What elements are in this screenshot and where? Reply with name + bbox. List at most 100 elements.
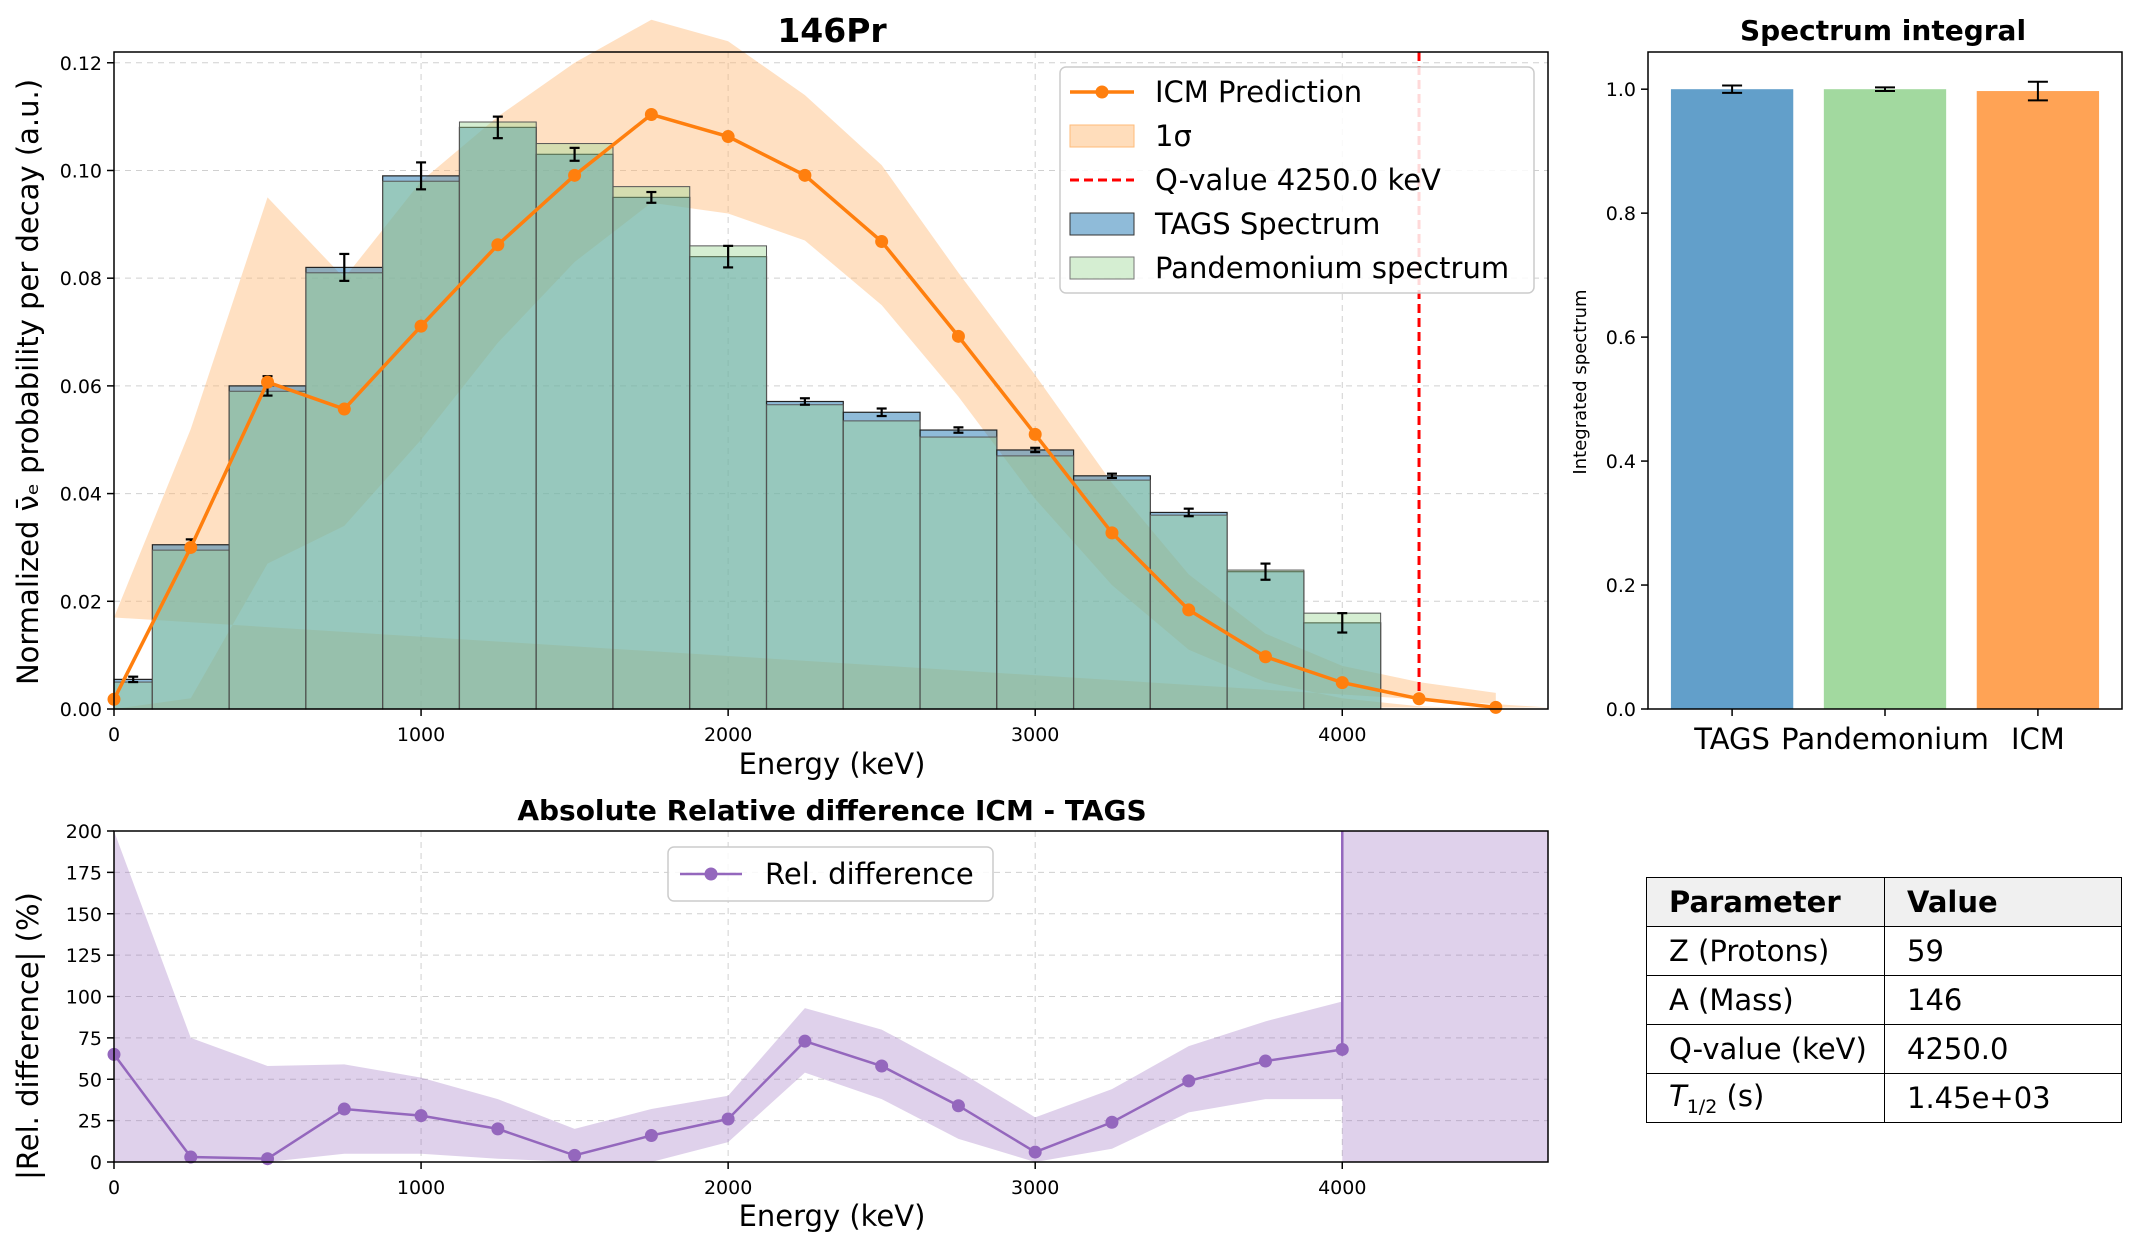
legend-sigma-swatch	[1069, 124, 1135, 148]
diff-legend: Rel. difference	[667, 846, 994, 902]
tags-bar	[842, 411, 921, 710]
legend-icm-marker	[1095, 85, 1109, 99]
tags-bar	[382, 175, 461, 710]
integral-bars	[1670, 89, 2100, 710]
pandemonium-bar	[842, 420, 921, 710]
tags-bar	[535, 153, 614, 710]
diff-point	[798, 1034, 812, 1048]
legend-sigma-label: 1σ	[1155, 119, 1192, 153]
main-axes-frame	[113, 51, 1549, 710]
diff-xlabel: Energy (keV)	[739, 1199, 926, 1233]
integral-bar	[1670, 89, 1794, 710]
diff-point	[875, 1059, 889, 1073]
icm-point	[1028, 427, 1042, 441]
diff-point	[1182, 1074, 1196, 1088]
y-tick-label: 0.08	[60, 268, 102, 290]
y-tick-label: 0.10	[60, 160, 102, 182]
y-tick-label: 25	[78, 1111, 102, 1133]
y-tick-label: 0.4	[1606, 451, 1636, 473]
icm-point	[721, 130, 735, 144]
main-legend: ICM Prediction 1σ Q-value 4250.0 keV TAG…	[1059, 66, 1535, 294]
y-tick-label: 50	[78, 1069, 102, 1091]
x-tick-label: 0	[108, 724, 120, 746]
y-tick-label: 100	[66, 987, 102, 1009]
icm-point	[184, 540, 198, 554]
y-tick-label: 0.6	[1606, 327, 1636, 349]
icm-point	[337, 402, 351, 416]
pandemonium-bar	[382, 180, 460, 710]
icm-point	[1412, 692, 1426, 706]
diff-legend-box	[667, 846, 994, 902]
diff-point	[261, 1152, 275, 1166]
category-label: TAGS	[1693, 722, 1770, 756]
diff-legend-marker	[704, 867, 718, 881]
param-name: Z (Protons)	[1646, 926, 1885, 976]
integral-error-bars	[1722, 80, 2048, 102]
tags-bar	[689, 256, 768, 710]
diff-ylabel: |Rel. difference| (%)	[11, 892, 45, 1180]
legend-pandemonium-swatch	[1069, 256, 1135, 280]
main-ticks: 0 1000 2000 3000 4000 0.00 0.02 0.04 0.06 0.08 0.1…	[60, 53, 1367, 746]
icm-point	[1182, 603, 1196, 617]
diff-ticks: 0 1000 2000 3000 4000 0 25 50 75 100 125 150 175 200	[66, 821, 1367, 1199]
main-title: 146Pr	[777, 11, 887, 50]
x-tick-label: 2000	[704, 1177, 752, 1199]
diff-point	[491, 1122, 505, 1136]
param-name: T1/2 (s)	[1646, 1073, 1885, 1123]
pandemonium-bar	[612, 186, 691, 710]
diff-point	[1335, 1042, 1349, 1056]
legend-pandemonium-label: Pandemonium spectrum	[1155, 251, 1509, 285]
y-tick-label: 0.8	[1606, 203, 1636, 225]
diff-point	[951, 1099, 965, 1113]
diff-point	[1028, 1145, 1042, 1159]
tags-error-bars	[128, 115, 1348, 684]
diff-point	[184, 1150, 198, 1164]
y-tick-label: 1.0	[1606, 79, 1636, 101]
tags-bar	[305, 266, 384, 710]
legend-tags-label: TAGS Spectrum	[1154, 207, 1380, 241]
icm-point	[491, 238, 505, 252]
legend-box	[1059, 66, 1535, 294]
tags-bar	[765, 400, 844, 710]
diff-point	[721, 1112, 735, 1126]
y-tick-label: 175	[66, 862, 102, 884]
x-tick-label: 0	[108, 1177, 120, 1199]
icm-point	[568, 168, 582, 182]
main-xlabel: Energy (keV)	[739, 747, 926, 781]
y-tick-label: 0.0	[1606, 699, 1636, 721]
x-tick-label: 2000	[704, 724, 752, 746]
y-tick-label: 0.00	[60, 699, 102, 721]
pandemonium-bar	[305, 272, 384, 710]
pandemonium-bar	[996, 455, 1075, 710]
pandemonium-bar	[535, 143, 614, 710]
y-tick-label: 125	[66, 945, 102, 967]
icm-point	[1258, 650, 1272, 664]
param-name: A (Mass)	[1646, 975, 1885, 1025]
pandemonium-bar	[1073, 479, 1151, 710]
table-row: Z (Protons) 59	[1646, 926, 2122, 976]
diff-title: Absolute Relative difference ICM - TAGS	[517, 794, 1146, 827]
param-name-main: T	[1669, 1078, 1687, 1113]
param-value: 146	[1884, 975, 2122, 1025]
icm-point	[951, 329, 965, 343]
histogram-bars	[113, 121, 1382, 710]
diff-point	[414, 1109, 428, 1123]
icm-point	[1105, 526, 1119, 540]
y-tick-label: 0.06	[60, 376, 102, 398]
x-tick-label: 4000	[1318, 724, 1366, 746]
table-header-row: Parameter Value	[1646, 877, 2122, 927]
param-name-rest: (s)	[1717, 1078, 1765, 1113]
pandemonium-bar	[228, 390, 307, 710]
y-tick-label: 0.04	[60, 484, 102, 506]
tags-bar	[151, 544, 230, 710]
diff-legend-label: Rel. difference	[765, 857, 974, 891]
diff-point	[337, 1102, 351, 1116]
x-tick-label: 1000	[397, 1177, 445, 1199]
y-tick-label: 75	[78, 1028, 102, 1050]
pandemonium-bar	[689, 245, 768, 710]
diff-point	[568, 1148, 582, 1162]
y-tick-label: 200	[66, 821, 102, 843]
spectrum-integral-plot: 0.0 0.2 0.4 0.6 0.8 1.0 TAGS Pandemonium ICM Spe…	[1570, 14, 2123, 756]
parameter-table: Parameter Value Z (Protons) 59 A (Mass) …	[1646, 877, 2122, 1123]
param-name-sub: 1/2	[1686, 1095, 1718, 1118]
